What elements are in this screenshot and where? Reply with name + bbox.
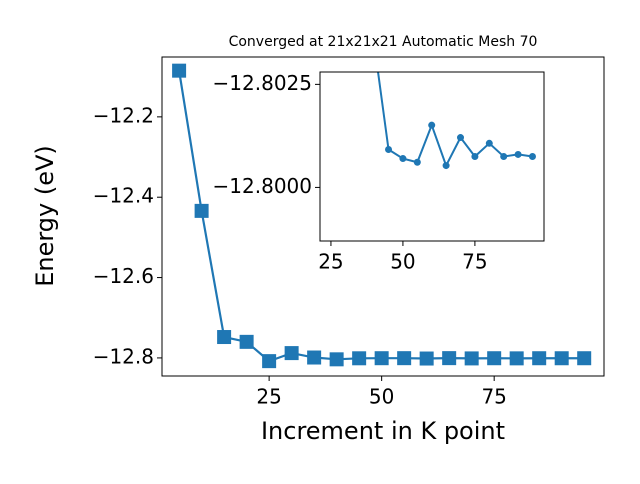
- marker: [485, 139, 493, 147]
- axes-frame: [161, 56, 605, 377]
- y-tick-label: −12.8025: [213, 71, 312, 95]
- chart-title: Converged at 21x21x21 Automatic Mesh 70: [229, 34, 538, 50]
- y-tick-label: −12.2: [93, 103, 154, 127]
- marker: [217, 330, 232, 345]
- series: [172, 63, 592, 369]
- y-tick-label: −12.4: [93, 184, 154, 208]
- x-tick-label: 25: [256, 385, 281, 409]
- marker: [577, 351, 592, 366]
- marker: [385, 145, 393, 153]
- marker: [464, 351, 479, 366]
- marker: [514, 150, 522, 158]
- y-axis-label: Energy (eV): [31, 145, 59, 287]
- y-tick-label: −12.6: [93, 264, 154, 288]
- x-tick-label: 75: [481, 385, 506, 409]
- marker: [532, 351, 547, 366]
- marker: [419, 351, 434, 366]
- marker: [442, 162, 450, 170]
- x-tick-label: 50: [390, 250, 415, 274]
- marker: [307, 350, 322, 365]
- marker: [471, 153, 479, 160]
- marker: [509, 351, 524, 366]
- x-axis-label: Increment in K point: [261, 417, 505, 445]
- marker: [374, 351, 389, 366]
- x-tick-label: 25: [318, 250, 343, 274]
- marker: [352, 351, 367, 366]
- marker: [457, 134, 465, 142]
- marker: [528, 153, 536, 160]
- marker: [554, 351, 569, 366]
- marker: [329, 352, 344, 367]
- marker: [262, 354, 277, 369]
- marker: [487, 351, 502, 366]
- y-tick-label: −12.8: [93, 344, 154, 368]
- marker: [172, 63, 187, 78]
- marker: [239, 334, 254, 349]
- y-tick-label: −12.8000: [213, 174, 312, 198]
- marker: [428, 121, 436, 129]
- marker: [413, 158, 421, 166]
- x-tick-label: 50: [369, 385, 394, 409]
- series: [377, 72, 536, 170]
- marker: [284, 346, 299, 361]
- marker: [500, 153, 508, 160]
- marker: [399, 155, 407, 163]
- marker: [442, 351, 457, 366]
- marker: [194, 203, 209, 218]
- marker: [397, 351, 412, 366]
- x-tick-label: 75: [462, 250, 487, 274]
- axes-frame: [319, 71, 545, 242]
